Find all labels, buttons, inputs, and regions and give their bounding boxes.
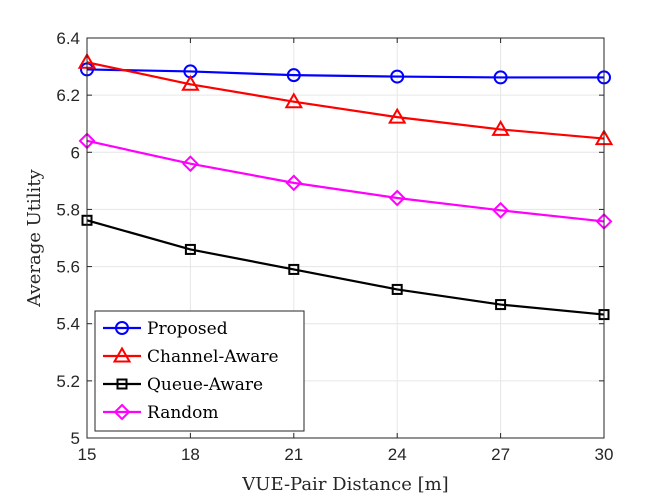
legend-label: Queue-Aware (147, 375, 263, 395)
data-point (387, 107, 407, 124)
plot-border (86, 37, 605, 439)
data-point (495, 299, 507, 311)
series-line (86, 219, 605, 316)
x-tick-label: 27 (491, 445, 510, 464)
data-point (388, 189, 406, 207)
axes (86, 37, 605, 439)
y-tick-label: 5.4 (56, 315, 80, 334)
legend-entry: Proposed (103, 319, 228, 339)
data-point (391, 283, 403, 295)
data-point (181, 155, 199, 173)
legend-entry: Queue-Aware (103, 375, 263, 395)
series-layer (77, 52, 614, 321)
series-proposed (80, 62, 611, 85)
data-point (284, 92, 304, 109)
data-point (286, 68, 301, 83)
x-tick-label: 18 (181, 445, 200, 464)
data-point (390, 69, 405, 84)
data-point (492, 201, 510, 219)
legend-marker (113, 403, 131, 421)
legend-marker (116, 378, 128, 390)
x-axis-label: VUE-Pair Distance [m] (241, 474, 448, 495)
legend-label: Proposed (147, 319, 228, 339)
y-tick-label: 6.2 (56, 86, 80, 105)
tick-labels: 15 18 21 24 27 30 5 5.2 5.4 5.6 5.8 6 6.2 6.4 (56, 29, 613, 464)
x-tick-label: 21 (284, 445, 303, 464)
data-point (184, 243, 196, 255)
data-point (285, 174, 303, 192)
y-tick-label: 5.8 (56, 200, 80, 219)
legend-marker (112, 346, 132, 363)
y-tick-label: 6.4 (56, 29, 80, 48)
legend-entry: Channel-Aware (103, 346, 279, 367)
y-tick-label: 6 (71, 143, 80, 162)
series-random (78, 132, 613, 230)
legend-entry: Random (103, 403, 219, 423)
series-line (86, 61, 605, 140)
y-tick-label: 5 (71, 429, 80, 448)
data-point (491, 119, 510, 136)
legend: Proposed Channel-Aware Queue-Aware Random (94, 310, 305, 432)
x-tick-label: 30 (595, 445, 614, 464)
y-tick-label: 5.2 (56, 372, 80, 391)
data-point (181, 74, 200, 91)
series-line (86, 68, 604, 79)
series-queue-aware (81, 214, 610, 321)
data-point (493, 70, 508, 85)
legend-label: Random (147, 403, 219, 423)
legend-label: Channel-Aware (147, 347, 279, 367)
y-axis-label: Average Utility (24, 168, 45, 307)
data-point (288, 263, 300, 275)
x-tick-label: 15 (78, 445, 97, 464)
legend-box (94, 310, 305, 432)
legend-marker (115, 321, 129, 335)
x-tick-label: 24 (388, 445, 407, 464)
series-line (86, 139, 605, 223)
y-tick-label: 5.6 (56, 258, 80, 277)
